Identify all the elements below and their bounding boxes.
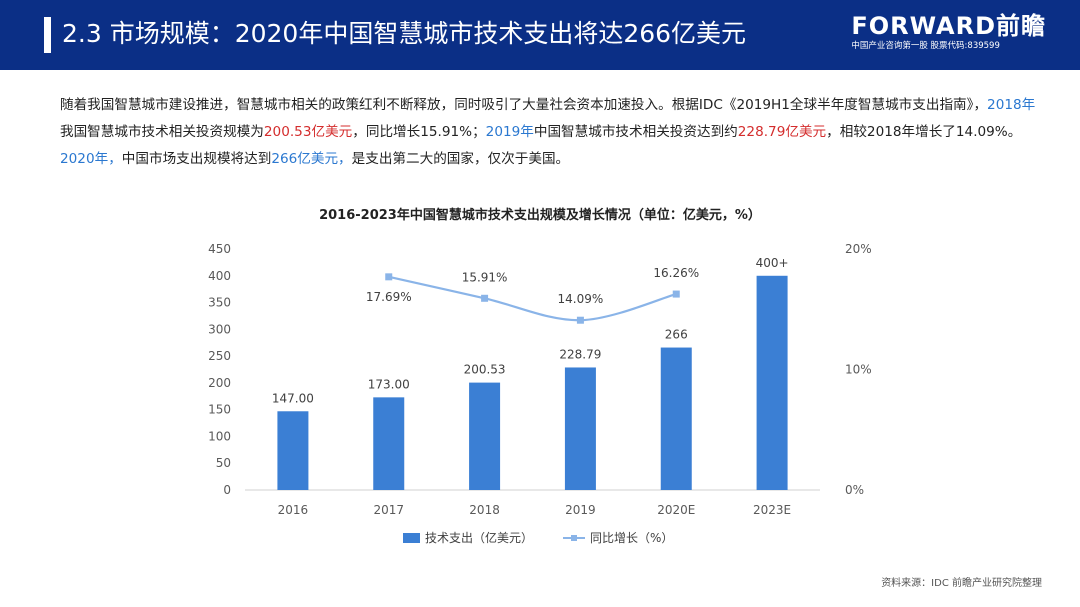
bar-data-label: 228.79 (559, 347, 601, 361)
bar (277, 411, 309, 490)
brand-name: FORWARD前瞻 (851, 12, 1046, 40)
line-series: 17.69% 15.91% 14.09% 16.26% (366, 266, 699, 324)
x-tick-label: 2019 (565, 503, 596, 517)
bar (373, 397, 405, 490)
y-tick-label: 50 (216, 456, 231, 470)
intro-text-9: ，相较2018年增长了14.09%。 (826, 124, 1022, 140)
growth-point (672, 290, 680, 298)
y-tick-label: 450 (208, 242, 231, 256)
x-tick-label: 2017 (373, 503, 404, 517)
x-tick-label: 2018 (469, 503, 500, 517)
intro-text-7: 中国智慧城市技术相关投资达到约 (533, 124, 738, 140)
x-tick-label: 2023E (753, 503, 791, 517)
bar-series: 147.00 173.00 200.53 228.79 266 400+ (272, 256, 789, 490)
intro-year-2020: 2020年， (60, 151, 122, 167)
growth-point (481, 294, 489, 302)
growth-data-label: 17.69% (366, 290, 412, 304)
growth-data-label: 16.26% (653, 266, 699, 280)
intro-text-3: 我国智慧城市技术相关投资规模为 (60, 124, 264, 140)
bar-data-label: 173.00 (368, 377, 410, 391)
y-tick-label: 200 (208, 376, 231, 390)
source-note: 资料来源：IDC 前瞻产业研究院整理 (881, 578, 1042, 589)
bar (564, 367, 596, 490)
y2-tick-label: 0% (845, 483, 864, 497)
bar (660, 347, 692, 490)
bar (756, 275, 788, 490)
intro-text-5: ，同比增长15.91%； (352, 124, 486, 140)
chart-axes: 0 50 100 150 200 250 300 350 400 450 0% 10% 20% 2016 2… (208, 242, 872, 517)
growth-point (385, 273, 393, 281)
chart-legend: 技术支出（亿美元） 同比增长（%） (403, 530, 673, 545)
bar-data-label: 266 (665, 328, 688, 342)
x-tick-label: 2016 (278, 503, 309, 517)
bar-data-label: 200.53 (464, 363, 506, 377)
intro-year-2019: 2019年 (485, 124, 534, 140)
growth-line (388, 275, 677, 322)
header-banner: 2.3 市场规模：2020年中国智慧城市技术支出将达266亿美元 FORWARD… (0, 0, 1080, 70)
intro-value-2019: 228.79亿美元 (737, 124, 827, 140)
bar-data-label: 147.00 (272, 391, 314, 405)
y2-tick-label: 20% (845, 242, 872, 256)
y2-tick-label: 10% (845, 363, 872, 377)
intro-text-11: 中国市场支出规模将达到 (121, 151, 272, 167)
brand-logo: FORWARD前瞻 中国产业咨询第一股 股票代码:839599 (851, 12, 1046, 52)
brand-subtitle: 中国产业咨询第一股 股票代码:839599 (851, 41, 1000, 51)
legend-bar-label: 技术支出（亿美元） (425, 530, 533, 545)
x-tick-label: 2020E (657, 503, 695, 517)
y-tick-label: 300 (208, 322, 231, 336)
bar (469, 382, 501, 490)
growth-point (576, 316, 584, 324)
header-accent-bar (44, 17, 51, 53)
page-title: 2.3 市场规模：2020年中国智慧城市技术支出将达266亿美元 (62, 19, 747, 48)
y-tick-label: 400 (208, 269, 231, 283)
growth-data-label: 14.09% (558, 292, 604, 306)
legend-line-label: 同比增长（%） (590, 531, 673, 545)
legend-line-marker (571, 535, 577, 541)
intro-value-2018: 200.53亿美元 (263, 124, 353, 140)
y-tick-label: 350 (208, 296, 231, 310)
intro-text-13: 是支出第二大的国家，仅次于美国。 (351, 151, 570, 167)
intro-year-2018: 2018年 (987, 97, 1036, 113)
growth-data-label: 15.91% (462, 270, 508, 284)
y-tick-label: 250 (208, 349, 231, 363)
y-tick-label: 0 (223, 483, 231, 497)
intro-paragraph: 随着我国智慧城市建设推进，智慧城市相关的政策红利不断释放，同时吸引了大量社会资本… (60, 92, 1040, 173)
y-tick-label: 100 (208, 429, 231, 443)
intro-text-1: 随着我国智慧城市建设推进，智慧城市相关的政策红利不断释放，同时吸引了大量社会资本… (60, 97, 988, 113)
legend-bar-swatch (403, 533, 420, 543)
bar-data-label: 400+ (756, 256, 789, 270)
y-tick-label: 150 (208, 403, 231, 417)
chart-title: 2016-2023年中国智慧城市技术支出规模及增长情况（单位：亿美元，%） (319, 207, 761, 223)
intro-value-2020: 266亿美元， (271, 151, 352, 167)
